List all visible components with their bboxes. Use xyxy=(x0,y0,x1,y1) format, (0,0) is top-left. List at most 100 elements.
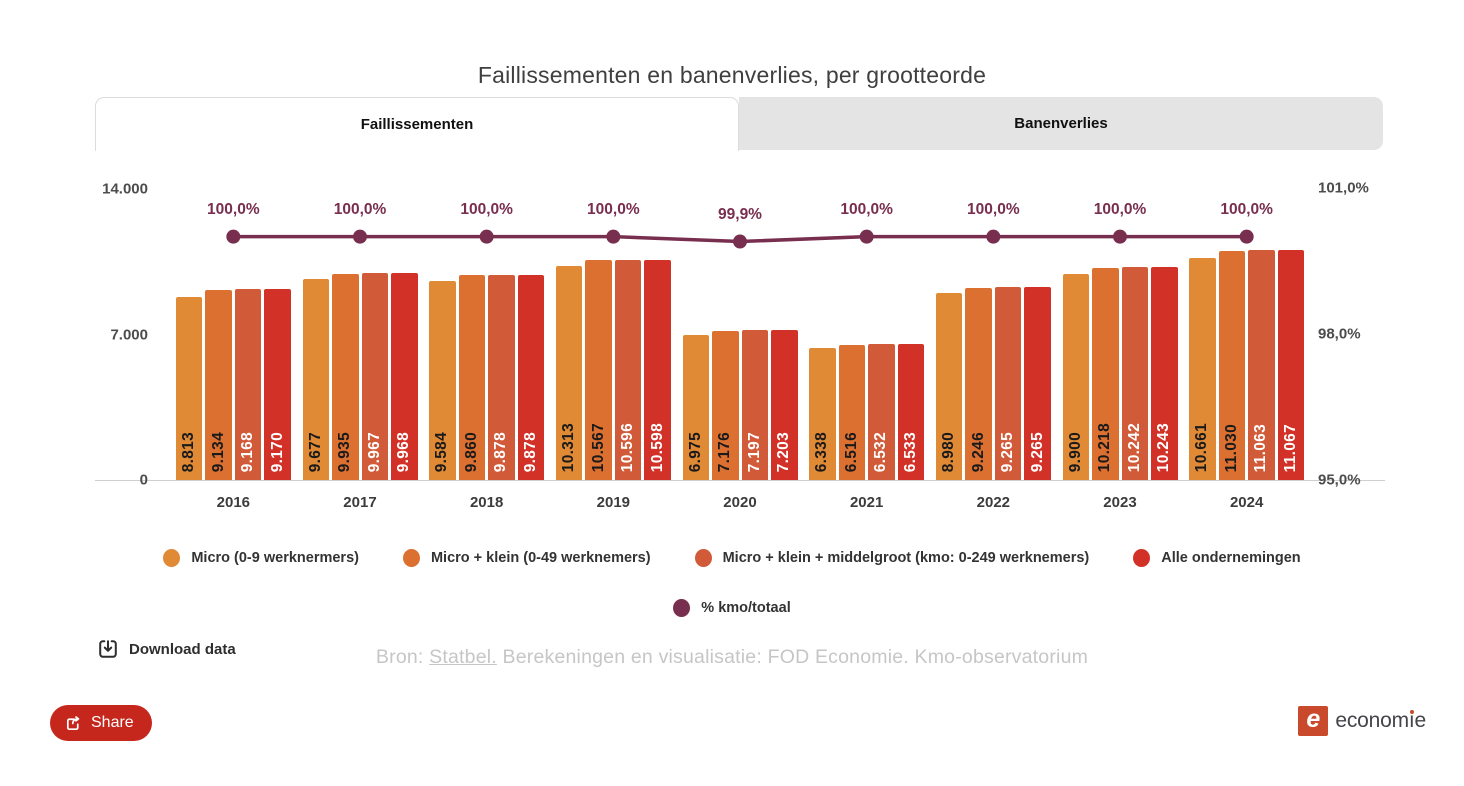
bar[interactable]: 10.567 xyxy=(585,260,612,480)
pct-point[interactable] xyxy=(479,229,494,244)
bar[interactable]: 7.197 xyxy=(741,330,768,480)
bar[interactable]: 6.338 xyxy=(809,348,836,480)
source-text: Bron: Statbel. Berekeningen en visualisa… xyxy=(375,646,1089,668)
bar[interactable]: 10.242 xyxy=(1121,267,1148,480)
bar[interactable]: 10.243 xyxy=(1151,267,1178,480)
legend-row-2: % kmo/totaal xyxy=(0,599,1464,617)
bar[interactable]: 9.265 xyxy=(994,287,1022,480)
legend-label: Micro + klein (0-49 werknemers) xyxy=(430,550,651,566)
pct-label: 100,0% xyxy=(840,200,893,218)
y-axis-left: 14.000 7.000 0 xyxy=(85,150,148,489)
bar-value-label: 9.265 xyxy=(999,431,1017,472)
bar[interactable]: 7.203 xyxy=(771,330,798,480)
legend-item[interactable]: Micro (0-9 werknermers) xyxy=(163,549,359,567)
bar[interactable]: 6.532 xyxy=(868,344,895,480)
download-data-button[interactable]: Download data xyxy=(97,638,236,660)
x-axis-label: 2019 xyxy=(596,494,631,511)
x-axis-label: 2023 xyxy=(1103,494,1137,511)
bar-value-label: 9.265 xyxy=(1028,431,1046,472)
legend-item[interactable]: Alle ondernemingen xyxy=(1133,549,1301,567)
legend-item[interactable]: Micro + klein (0-49 werknemers) xyxy=(402,549,651,567)
bar[interactable]: 9.968 xyxy=(391,272,418,480)
bar[interactable]: 9.935 xyxy=(332,273,359,480)
bar[interactable]: 6.516 xyxy=(838,344,866,480)
pct-label: 100,0% xyxy=(333,200,387,218)
bar[interactable]: 10.596 xyxy=(614,259,642,480)
pct-point[interactable] xyxy=(986,229,1001,244)
bar[interactable]: 9.584 xyxy=(429,280,456,480)
bar-value-label: 10.598 xyxy=(648,422,666,472)
legend-dot-icon xyxy=(673,599,691,617)
bar[interactable]: 10.313 xyxy=(555,265,583,480)
bar-value-label: 6.338 xyxy=(813,431,831,472)
bar[interactable]: 9.677 xyxy=(302,278,329,480)
bar[interactable]: 7.176 xyxy=(712,330,739,480)
pct-point[interactable] xyxy=(226,229,241,244)
y-axis-tick-right: 101,0% xyxy=(1318,179,1369,197)
bar-value-label: 6.975 xyxy=(686,431,704,472)
bar[interactable]: 8.980 xyxy=(935,293,963,480)
bar[interactable]: 11.063 xyxy=(1248,250,1275,480)
x-axis-line xyxy=(95,480,1385,481)
pct-label: 100,0% xyxy=(587,200,640,218)
bar[interactable]: 9.246 xyxy=(965,287,992,480)
bar-value-label: 9.584 xyxy=(433,431,451,472)
tab-banenverlies[interactable]: Banenverlies xyxy=(739,97,1383,150)
legend-label: Micro + klein + middelgroot (kmo: 0-249 … xyxy=(722,550,1090,566)
y-axis-tick-left: 14.000 xyxy=(102,180,148,198)
bar-value-label: 7.203 xyxy=(775,431,793,472)
pct-label: 100,0% xyxy=(1220,200,1273,218)
bar-value-label: 9.168 xyxy=(239,431,257,472)
x-axis-label: 2018 xyxy=(469,494,504,511)
bar-value-label: 10.243 xyxy=(1155,422,1173,472)
legend-label: % kmo/totaal xyxy=(701,600,791,616)
bar-value-label: 11.030 xyxy=(1222,423,1240,472)
bar-value-label: 10.242 xyxy=(1125,422,1143,472)
statbel-link[interactable]: Statbel. xyxy=(429,646,497,668)
pct-label: 100,0% xyxy=(1093,200,1147,218)
bar-value-label: 9.170 xyxy=(268,431,286,472)
pct-point[interactable] xyxy=(1113,229,1127,244)
bar[interactable]: 10.661 xyxy=(1189,258,1216,480)
bar[interactable]: 9.168 xyxy=(234,289,262,480)
plot-area: 8.813 9.677 9.584 10.313 6.975 6.338 8.980 9.90… xyxy=(170,150,1310,511)
bar[interactable]: 9.878 xyxy=(488,274,515,480)
legend-label: Alle ondernemingen xyxy=(1161,550,1301,566)
legend-item[interactable]: Micro + klein + middelgroot (kmo: 0-249 … xyxy=(694,549,1090,567)
bar-value-label: 9.134 xyxy=(209,431,227,472)
bar-value-label: 7.197 xyxy=(745,431,763,472)
bar[interactable]: 11.067 xyxy=(1277,249,1305,480)
bar[interactable]: 10.598 xyxy=(644,259,671,480)
x-axis-label: 2020 xyxy=(723,494,757,511)
legend-item-kmo-totaal[interactable]: % kmo/totaal xyxy=(673,599,791,617)
bar[interactable]: 9.265 xyxy=(1024,287,1051,480)
bar[interactable]: 9.134 xyxy=(205,290,232,480)
bar-value-label: 9.900 xyxy=(1066,431,1084,472)
pct-point[interactable] xyxy=(733,234,747,249)
bar[interactable]: 10.218 xyxy=(1092,267,1119,480)
y-axis-tick-left: 7.000 xyxy=(110,326,148,343)
pct-point[interactable] xyxy=(606,229,621,244)
legend-dot-icon xyxy=(1133,549,1151,567)
bar[interactable]: 9.878 xyxy=(517,274,545,480)
bar[interactable]: 6.975 xyxy=(682,335,709,480)
bar[interactable]: 11.030 xyxy=(1218,250,1246,480)
bar[interactable]: 9.170 xyxy=(264,289,291,480)
pct-point[interactable] xyxy=(859,229,874,244)
bar[interactable]: 9.900 xyxy=(1062,274,1089,480)
bar-value-label: 6.533 xyxy=(901,431,919,472)
bar[interactable]: 9.967 xyxy=(361,272,388,480)
bar-value-label: 8.813 xyxy=(180,431,198,472)
bar[interactable]: 8.813 xyxy=(175,296,203,480)
bar[interactable]: 6.533 xyxy=(897,344,925,480)
share-label: Share xyxy=(91,714,134,731)
pct-point[interactable] xyxy=(1239,229,1254,244)
bar[interactable]: 9.860 xyxy=(458,275,486,480)
share-button[interactable]: Share xyxy=(50,705,152,741)
pct-label: 100,0% xyxy=(460,200,513,218)
tab-faillissementen[interactable]: Faillissementen xyxy=(95,97,739,151)
pct-point[interactable] xyxy=(353,229,367,244)
bar-value-label: 9.968 xyxy=(395,431,413,472)
chart-area: 14.000 7.000 0 101,0% 98,0% 95,0% 8.813 9.677… xyxy=(0,150,1464,530)
economie-logo-text: economıe xyxy=(1335,709,1426,732)
